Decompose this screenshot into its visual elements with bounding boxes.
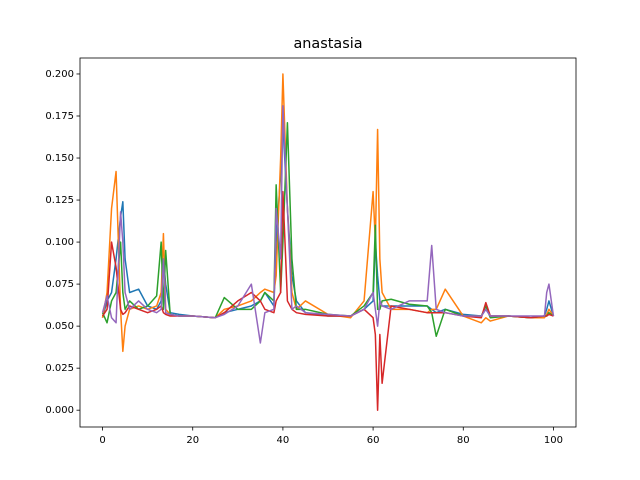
x-tick-label: 0 [99,435,105,446]
y-tick-label: 0.150 [45,153,74,164]
y-tick-label: 0.075 [45,279,74,290]
chart-title: anastasia [293,36,362,52]
y-tick-label: 0.175 [45,111,74,122]
y-tick-label: 0.050 [45,321,74,332]
y-tick-label: 0.100 [45,237,74,248]
x-tick-label: 60 [367,435,380,446]
y-tick-label: 0.200 [45,69,74,80]
y-tick-label: 0.025 [45,363,74,374]
x-tick-label: 80 [457,435,470,446]
plot-frame [79,57,577,428]
y-tick-label: 0.125 [45,195,74,206]
data-line [101,105,555,344]
x-tick-label: 20 [186,435,199,446]
y-tick-label: 0.000 [45,405,74,416]
x-tick-label: 40 [277,435,290,446]
x-tick-label: 100 [544,435,563,446]
